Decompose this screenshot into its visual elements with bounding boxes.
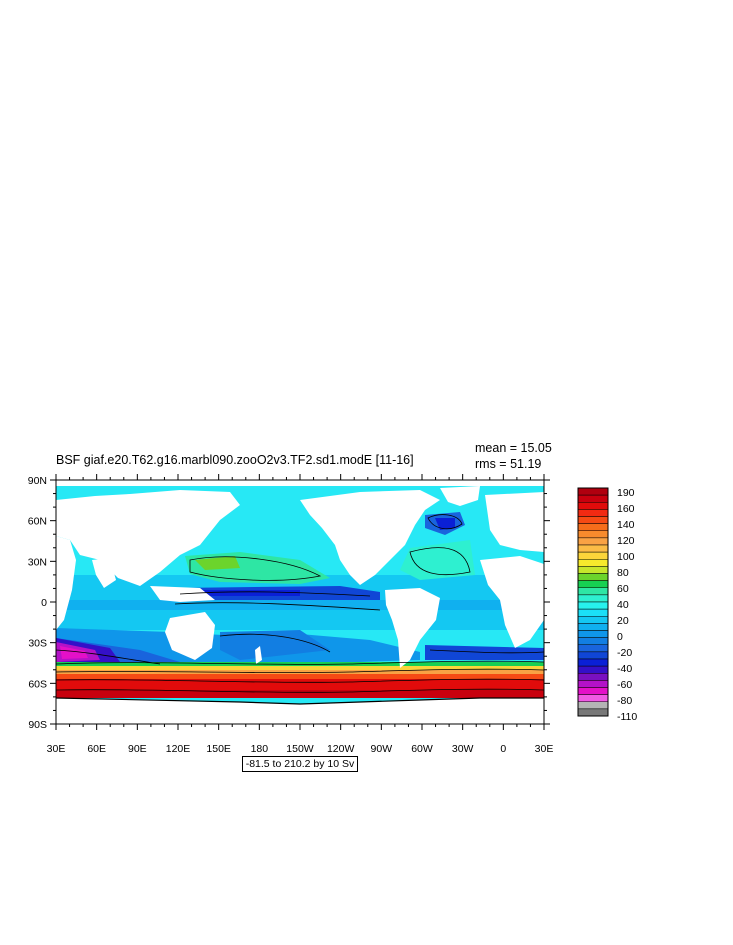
rms-value: rms = 51.19 [475,457,542,471]
lon-label: 150W [286,743,314,755]
colorbar-label: 140 [617,519,635,531]
colorbar-frame [577,487,609,717]
colorbar-box [577,673,609,681]
contour-range-label: -81.5 to 210.2 by 10 Sv [242,756,358,772]
colorbar-box [577,680,609,688]
colorbar-box [577,494,609,503]
lon-label: 60E [87,743,106,755]
lon-label: 60W [411,743,433,755]
colorbar-box [577,687,609,695]
lon-label: 30E [535,743,554,755]
colorbar-box [577,530,609,539]
colorbar-label: 80 [617,567,629,579]
colorbar-box [577,637,609,645]
lon-label: 120W [327,743,355,755]
colorbar-label: -20 [617,647,632,659]
colorbar-box [577,502,609,510]
colorbar-label: 160 [617,503,635,515]
colorbar-label: 60 [617,583,629,595]
colorbar-label: 100 [617,551,635,563]
colorbar-box [577,587,609,596]
colorbar-labels: 190 160 140 120 100 80 60 40 20 0 -20 -40 -60 -80 -110 [617,487,637,723]
colorbar-box [577,644,609,653]
colorbar-label: 20 [617,615,629,627]
lon-label: 90W [371,743,393,755]
colorbar-label: 190 [617,487,635,499]
colorbar-box [577,623,609,631]
colorbar-box [577,630,609,638]
lon-label: 30W [452,743,474,755]
colorbar-box [577,665,609,674]
colorbar-label: 120 [617,535,635,547]
lon-label: 90E [128,743,147,755]
colorbar-box [577,537,609,546]
lat-label: 60N [28,516,47,528]
lat-label: 30N [28,556,47,568]
lat-label: 30S [28,638,47,650]
lat-label: 0 [41,597,47,609]
colorbar-box [577,701,609,710]
colorbar-box [577,487,609,496]
map-field [56,480,544,724]
colorbar-box [577,509,609,517]
colorbar-box [577,559,609,567]
lon-label: 30E [47,743,66,755]
lat-label: 90N [28,475,47,487]
colorbar-box [577,523,609,531]
colorbar-box [577,608,609,617]
lon-label: 180 [251,743,269,755]
colorbar-label: 0 [617,631,623,643]
lat-label: 60S [28,678,47,690]
colorbar-box [577,616,609,624]
colorbar-label: 40 [617,599,629,611]
colorbar-box [577,694,609,702]
colorbar-box [577,601,609,610]
lon-label: 0 [500,743,506,755]
colorbar-box [577,551,609,560]
colorbar-box [577,708,609,717]
colorbar-box [577,573,609,581]
longitude-axis: 30E 60E 90E 120E 150E 180 150W 120W 90W 60W 30W 0 30… [47,474,554,755]
mean-value: mean = 15.05 [475,441,552,455]
plot-title: BSF giaf.e20.T62.g16.marbl090.zooO2v3.TF… [56,453,414,467]
colorbar-label: -40 [617,663,632,675]
colorbar-box [577,594,609,603]
colorbar-label: -60 [617,679,632,691]
colorbar-label: -80 [617,695,632,707]
lat-label: 90S [28,719,47,731]
colorbar-box [577,580,609,588]
colorbar-box [577,516,609,524]
colorbar [577,487,609,717]
lon-label: 150E [206,743,231,755]
colorbar-box [577,658,609,667]
colorbar-box [577,651,609,660]
lon-label: 120E [166,743,191,755]
colorbar-box [577,566,609,574]
colorbar-box [577,544,609,553]
colorbar-label: -110 [617,711,637,723]
latitude-axis: 90N 60N 30N 0 30S 60S 90S [28,475,550,731]
